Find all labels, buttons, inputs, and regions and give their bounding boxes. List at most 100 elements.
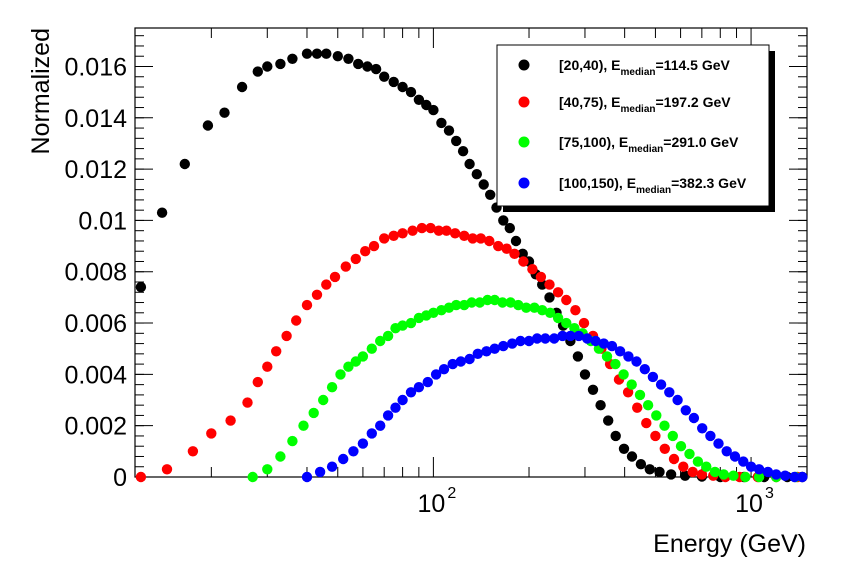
data-point <box>301 299 313 311</box>
data-point <box>485 189 496 200</box>
data-point <box>416 222 428 234</box>
data-point <box>438 364 450 375</box>
data-point <box>537 305 548 316</box>
data-point <box>301 471 313 483</box>
data-point <box>610 358 621 370</box>
data-point <box>287 53 298 64</box>
data-point <box>535 271 547 283</box>
data-point <box>464 353 475 365</box>
data-point <box>405 317 417 329</box>
data-point <box>407 225 418 236</box>
data-point <box>318 394 329 406</box>
data-point <box>705 430 716 442</box>
data-point <box>301 48 313 59</box>
data-point <box>433 225 444 236</box>
data-point <box>713 438 724 449</box>
y-tick-label: 0.004 <box>64 361 127 389</box>
data-point <box>557 330 568 342</box>
data-point <box>459 230 470 241</box>
data-point <box>447 358 458 370</box>
data-point <box>507 338 518 349</box>
y-tick-label: 0.008 <box>64 259 127 287</box>
data-point <box>478 179 489 190</box>
data-point <box>397 228 408 239</box>
x-axis-label: Energy (GeV) <box>653 530 806 558</box>
data-point <box>639 364 650 375</box>
data-point <box>697 423 708 434</box>
data-point <box>366 428 377 439</box>
data-point <box>587 384 599 395</box>
data-point <box>179 158 190 170</box>
data-point <box>451 299 462 311</box>
data-point <box>753 471 765 483</box>
y-axis-label: Normalized <box>27 28 55 154</box>
data-point <box>515 335 526 347</box>
data-point <box>642 400 654 411</box>
data-point <box>668 453 680 465</box>
data-point <box>275 58 286 70</box>
y-tick-label: 0.016 <box>64 53 127 81</box>
data-point <box>561 294 572 306</box>
data-point <box>529 302 540 313</box>
data-point <box>443 125 455 136</box>
y-tick-label: 0 <box>113 464 127 492</box>
data-point <box>348 446 359 457</box>
data-point <box>326 382 338 393</box>
data-point <box>603 415 614 426</box>
data-point <box>375 335 386 347</box>
data-point <box>252 376 263 388</box>
data-point <box>357 438 369 449</box>
data-point <box>789 471 800 483</box>
data-point <box>738 456 749 467</box>
data-point <box>672 394 683 406</box>
x-tick-label: 10 <box>417 490 445 518</box>
data-point <box>606 340 618 352</box>
data-point <box>626 451 638 462</box>
data-point <box>632 402 643 413</box>
legend-marker <box>518 136 530 148</box>
data-point <box>428 104 439 116</box>
data-point <box>659 443 670 454</box>
data-point <box>618 369 629 380</box>
data-point <box>425 222 436 234</box>
data-point <box>684 448 695 460</box>
data-point <box>247 471 258 483</box>
data-point <box>464 158 475 170</box>
data-point <box>680 405 691 416</box>
data-point <box>388 230 399 241</box>
data-point <box>314 466 326 478</box>
data-point <box>343 361 354 372</box>
data-point <box>430 369 442 380</box>
data-point <box>390 402 401 413</box>
data-point <box>262 464 273 475</box>
data-point <box>517 248 528 259</box>
data-point <box>370 63 382 75</box>
data-point <box>397 320 408 331</box>
data-point <box>771 469 782 480</box>
data-point <box>614 346 626 357</box>
data-point <box>544 307 556 318</box>
data-point <box>510 235 522 247</box>
data-point <box>252 66 263 77</box>
data-point <box>338 453 349 465</box>
legend-label: [75,100), Emedian=291.0 GeV <box>559 134 739 155</box>
data-point <box>579 369 591 380</box>
data-point <box>655 379 667 390</box>
legend-label: [100,150), Emedian=382.3 GeV <box>559 175 747 196</box>
data-point <box>413 382 425 393</box>
data-point <box>467 233 478 244</box>
data-point <box>552 312 564 324</box>
data-point <box>287 435 298 447</box>
data-point <box>797 471 808 483</box>
data-point <box>236 81 248 93</box>
data-point <box>379 71 390 82</box>
data-point <box>498 215 509 226</box>
data-point <box>664 387 675 398</box>
y-tick-label: 0.014 <box>64 105 127 133</box>
x-tick-label-exponent: 3 <box>765 485 774 502</box>
data-point <box>498 340 509 352</box>
data-point <box>489 343 500 354</box>
data-point <box>441 225 452 236</box>
data-point <box>466 297 477 308</box>
data-point <box>156 207 168 218</box>
